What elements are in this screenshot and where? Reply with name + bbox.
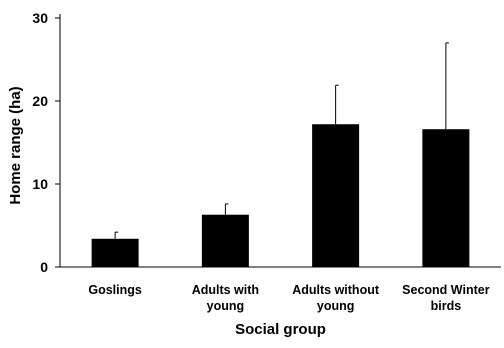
x-tick-label: Goslings	[88, 283, 142, 297]
y-tick-label: 10	[32, 176, 48, 192]
x-tick-label: Adults with young	[192, 283, 259, 313]
y-tick-label: 0	[40, 259, 48, 275]
x-tick-label-line: young	[317, 299, 355, 313]
bar	[422, 129, 470, 267]
x-tick-label-line: young	[207, 299, 245, 313]
x-axis-title: Social group	[235, 321, 326, 338]
y-tick-label: 30	[32, 10, 48, 26]
y-tick-label: 20	[32, 93, 48, 109]
x-labels-group: Goslings Adults with young Adults without yo…	[88, 283, 489, 313]
x-tick-label-line: Adults with	[192, 283, 259, 297]
x-tick-label-line: Second Winter	[402, 283, 490, 297]
bars-group	[91, 124, 470, 268]
bar	[91, 238, 139, 267]
x-tick-label-line: Adults without	[292, 283, 380, 297]
x-tick-label: Second Winter birds	[402, 283, 490, 313]
error-bars-group	[114, 42, 449, 239]
x-tick-label-line: birds	[431, 299, 462, 313]
y-ticks-group: 0 10 20 30	[32, 10, 60, 275]
x-tick-label: Adults without young	[292, 283, 380, 313]
bar	[312, 124, 360, 268]
x-tick-label-line: Goslings	[88, 283, 142, 297]
bar	[201, 214, 249, 267]
y-axis-title: Home range (ha)	[7, 86, 24, 204]
